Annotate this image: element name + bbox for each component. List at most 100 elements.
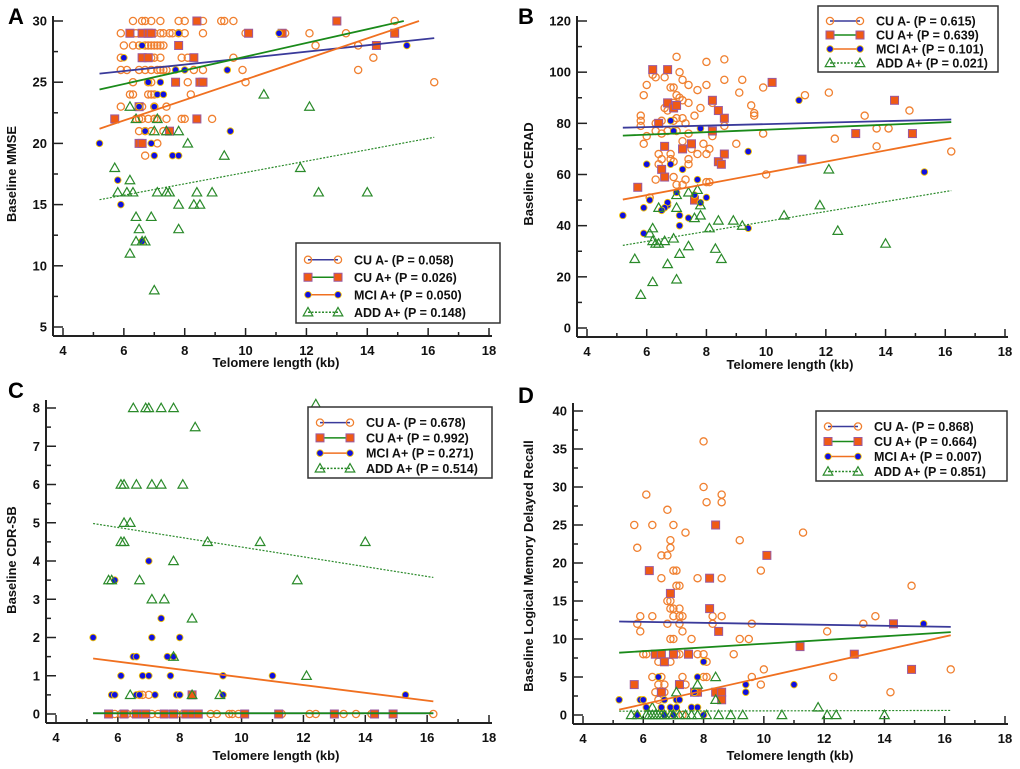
legend-box [817,5,999,73]
y-tick-label: 5 [33,515,40,530]
data-point-add_a_plus [130,235,142,246]
data-point-mci_a_plus [175,633,184,642]
y-tick-label: 15 [553,594,567,609]
data-point-add_a_plus [878,708,891,720]
data-point-add_a_plus [142,401,155,413]
data-point-cu_a_plus [797,154,807,164]
data-point-cu_a_minus [636,627,645,636]
data-point-cu_a_plus [711,520,721,530]
data-point-mci_a_plus [226,127,235,135]
data-point-cu_a_minus [177,53,186,62]
data-point-cu_a_minus [720,75,729,85]
data-point-add_a_plus [145,210,158,222]
data-point-mci_a_plus [135,691,144,699]
data-point-cu_a_minus [648,520,657,530]
legend-label-add_a_plus: ADD A+ (P = 0.514) [366,462,478,476]
data-point-add_a_plus [673,247,686,259]
series-add_a_plus [628,163,892,299]
panel-a: A Telomere length (kb) Baseline MMSE 4 6 8… [4,4,501,370]
data-point-add_a_plus [300,669,313,680]
data-point-cu_a_minus [353,65,363,75]
legend-marker-add_a_plus [854,56,866,68]
data-point-mci_a_plus [135,102,143,111]
data-point-cu_a_plus [907,129,917,139]
legend-marker-cu_a_minus [853,422,863,431]
x-tick-label: 18 [998,731,1012,746]
data-point-cu_a_minus [669,566,678,575]
data-point-add_a_plus [163,186,176,197]
data-point-cu_a_plus [171,77,181,87]
data-point-cu_a_minus [717,490,726,499]
data-point-cu_a_minus [165,28,174,38]
legend-marker-cu_a_minus [315,418,325,427]
legend-marker-add_a_plus [344,462,356,473]
data-point-cu_a_minus [174,16,183,26]
data-point-cu_a_plus [705,604,715,614]
data-point-mci_a_plus [645,196,654,204]
panel-d: D Telomere length (kb) Baseline Logical … [518,383,1012,763]
data-point-add_a_plus [814,199,826,210]
legend: CU A- (P = 0.058) CU A+ (P = 0.026) MCI A+… [295,242,501,324]
y-tick-label: 40 [553,404,567,419]
x-tick-label: 10 [757,731,771,746]
legend-label-cu_a_plus: CU A+ (P = 0.639) [876,29,979,43]
data-point-cu_a_minus [663,551,672,560]
data-point-cu_a_plus [648,65,658,75]
data-point-cu_a_plus [717,695,727,705]
data-point-cu_a_minus [642,490,651,499]
data-point-cu_a_minus [128,16,138,26]
fit-line-add_a_plus [619,709,951,712]
data-point-mci_a_plus [639,696,648,704]
data-point-cu_a_minus [702,149,711,159]
data-point-cu_a_minus [128,90,138,99]
data-point-add_a_plus [831,224,844,235]
data-point-cu_a_minus [666,543,675,553]
y-tick-label: 120 [549,14,571,29]
data-point-cu_a_minus [824,88,834,97]
panel-a-xlabel: Telomere length (kb) [213,355,340,370]
data-point-add_a_plus [691,183,704,195]
data-point-cu_a_minus [116,102,126,111]
data-point-add_a_plus [167,650,180,661]
data-point-add_a_plus [218,149,231,160]
data-point-add_a_plus [673,708,686,720]
data-point-cu_a_minus [675,604,684,613]
data-point-add_a_plus [127,186,139,197]
legend-marker-mci_a_plus [824,452,832,461]
data-point-cu_a_minus [666,596,675,606]
data-point-mci_a_plus [666,160,675,169]
data-point-cu_a_minus [675,581,684,591]
data-point-add_a_plus [148,125,161,136]
data-point-add_a_plus [172,125,185,136]
data-point-cu_a_plus [371,40,381,50]
legend-label-mci_a_plus: MCI A+ (P = 0.271) [366,447,474,461]
legend-marker-cu_a_minus [303,255,313,264]
legend-label-cu_a_minus: CU A- (P = 0.615) [876,15,976,29]
data-point-cu_a_minus [143,90,153,99]
data-point-mci_a_plus [268,672,277,680]
data-point-cu_a_plus [687,139,696,149]
data-point-mci_a_plus [156,78,165,86]
data-point-cu_a_minus [311,41,320,50]
data-point-add_a_plus [139,235,151,246]
data-point-cu_a_minus [872,142,881,151]
legend-label-mci_a_plus: MCI A+ (P = 0.007) [874,450,982,464]
data-point-cu_a_minus [150,41,159,50]
data-point-cu_a_plus [678,144,688,154]
data-point-add_a_plus [670,188,683,200]
data-point-cu_a_minus [684,98,693,108]
panel-letter-b: B [518,4,534,29]
series-cu_a_minus [116,16,439,160]
x-tick-label: 18 [482,343,496,358]
data-point-add_a_plus [821,708,833,720]
data-point-cu_a_minus [651,175,660,184]
x-tick-label: 14 [360,343,375,358]
y-tick-label: 6 [33,477,40,492]
data-point-mci_a_plus [666,117,675,125]
data-point-cu_a_plus [714,626,724,636]
panel-d-ylabel: Baseline Logical Memory Delayed Recall [521,440,536,691]
data-point-add_a_plus [709,242,722,253]
x-tick-label: 12 [819,344,833,359]
data-point-mci_a_plus [403,41,411,50]
fit-line-cu_a_plus [622,121,952,137]
